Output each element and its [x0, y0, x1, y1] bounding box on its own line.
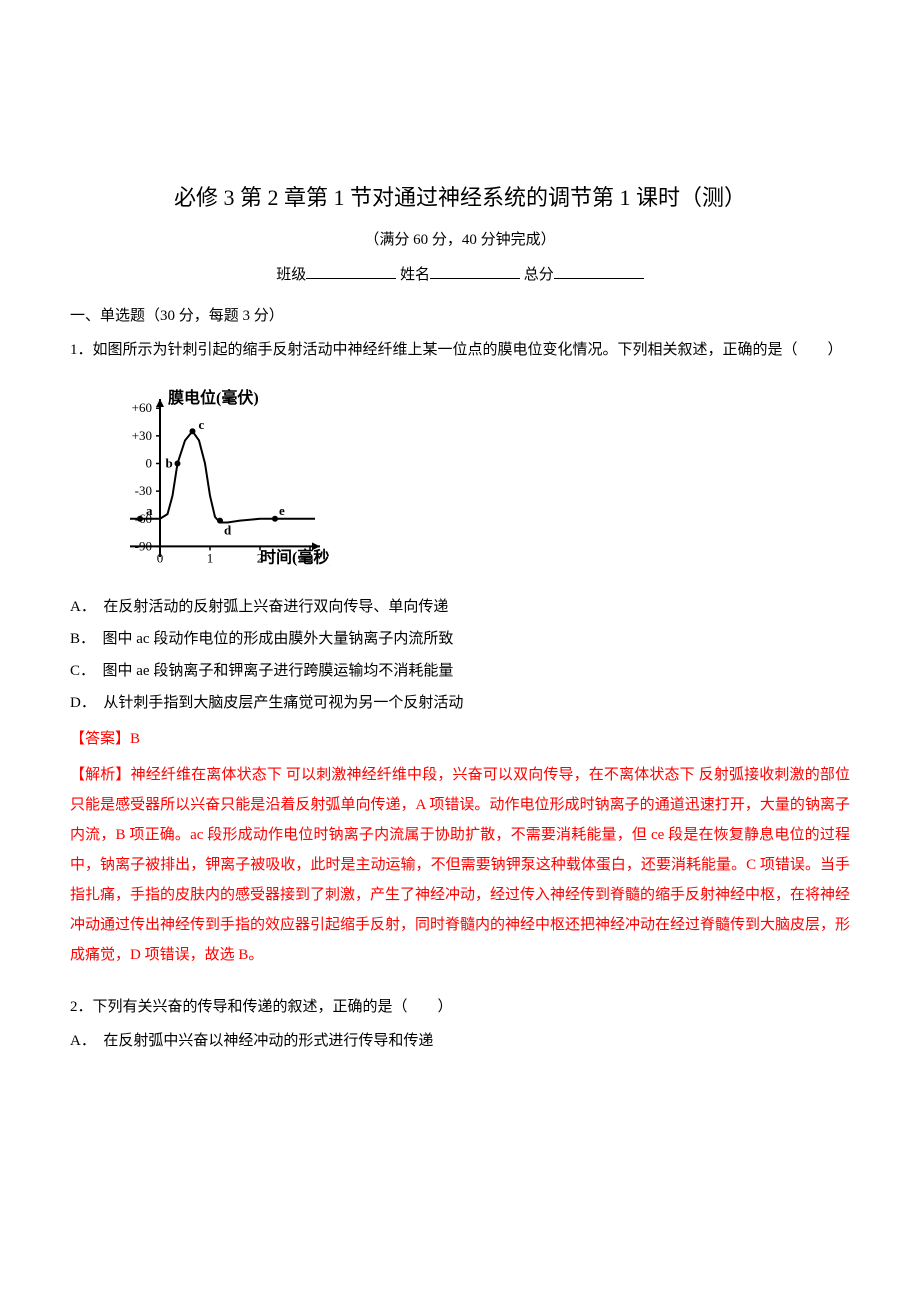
svg-text:b: b	[166, 455, 173, 470]
q1-option-c: C． 图中 ae 段钠离子和钾离子进行跨膜运输均不消耗能量	[70, 656, 850, 686]
svg-text:a: a	[146, 503, 153, 518]
section-1-heading: 一、单选题（30 分，每题 3 分）	[70, 304, 850, 325]
class-blank	[306, 263, 396, 279]
name-blank	[430, 263, 520, 279]
doc-subtitle: （满分 60 分，40 分钟完成）	[70, 228, 850, 249]
svg-text:c: c	[199, 417, 205, 432]
q2-stem: 2．下列有关兴奋的传导和传递的叙述，正确的是（ ）	[70, 992, 850, 1022]
svg-text:0: 0	[146, 455, 153, 470]
svg-text:+30: +30	[132, 428, 152, 443]
q1-option-b: B． 图中 ac 段动作电位的形成由膜外大量钠离子内流所致	[70, 624, 850, 654]
q2-option-a: A． 在反射弧中兴奋以神经冲动的形式进行传导和传递	[70, 1026, 850, 1056]
chart-wrap: +60+300-30-60-900123膜电位(毫伏)时间(毫秒)abcde	[70, 375, 850, 580]
membrane-potential-chart: +60+300-30-60-900123膜电位(毫伏)时间(毫秒)abcde	[70, 375, 330, 575]
q1-option-d: D． 从针刺手指到大脑皮层产生痛觉可视为另一个反射活动	[70, 688, 850, 718]
page: 必修 3 第 2 章第 1 节对通过神经系统的调节第 1 课时（测） （满分 6…	[0, 0, 920, 1302]
svg-text:+60: +60	[132, 400, 152, 415]
q1-explain-label: 【解析】	[70, 767, 131, 783]
svg-text:时间(毫秒): 时间(毫秒)	[260, 547, 330, 566]
q1-stem-text: 1．如图所示为针刺引起的缩手反射活动中神经纤维上某一位点的膜电位变化情况。下列相…	[70, 342, 843, 358]
svg-text:0: 0	[157, 550, 164, 565]
svg-text:e: e	[279, 503, 285, 518]
q1-answer: 【答案】B	[70, 724, 850, 754]
q1-explain-body: 神经纤维在离体状态下 可以刺激神经纤维中段，兴奋可以双向传导，在不离体状态下 反…	[70, 767, 850, 963]
svg-text:1: 1	[207, 550, 214, 565]
total-label: 总分	[524, 267, 554, 283]
doc-title: 必修 3 第 2 章第 1 节对通过神经系统的调节第 1 课时（测）	[70, 180, 850, 212]
q1-stem: 1．如图所示为针刺引起的缩手反射活动中神经纤维上某一位点的膜电位变化情况。下列相…	[70, 335, 850, 365]
total-blank	[554, 263, 644, 279]
spacer	[70, 970, 850, 988]
name-label: 姓名	[400, 267, 430, 283]
svg-text:d: d	[224, 523, 232, 538]
svg-text:膜电位(毫伏): 膜电位(毫伏)	[168, 388, 259, 407]
q1-option-a: A． 在反射活动的反射弧上兴奋进行双向传导、单向传递	[70, 592, 850, 622]
svg-text:-90: -90	[135, 538, 152, 553]
form-line: 班级 姓名 总分	[70, 263, 850, 284]
class-label: 班级	[276, 267, 306, 283]
q1-explain: 【解析】神经纤维在离体状态下 可以刺激神经纤维中段，兴奋可以双向传导，在不离体状…	[70, 760, 850, 970]
svg-text:-30: -30	[135, 483, 152, 498]
